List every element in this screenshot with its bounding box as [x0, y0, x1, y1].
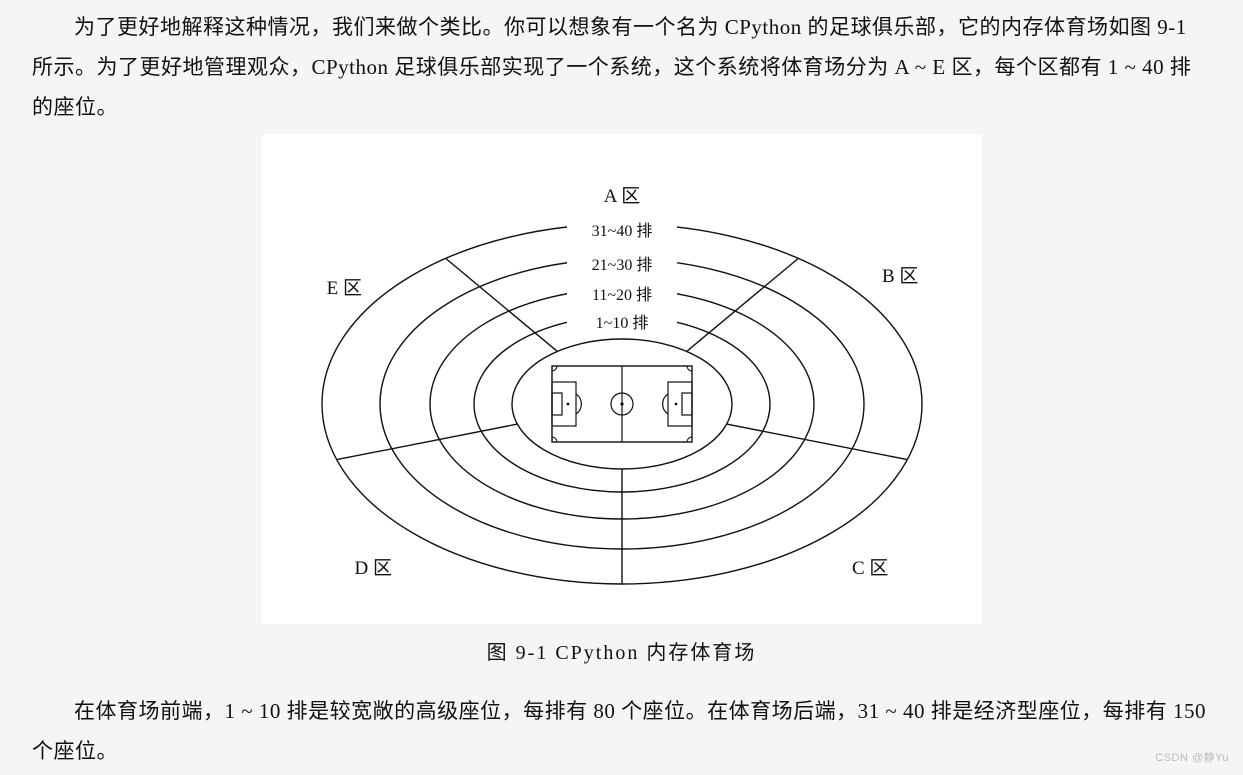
svg-text:21~30 排: 21~30 排 [591, 256, 652, 274]
svg-text:1~10 排: 1~10 排 [595, 314, 648, 332]
svg-text:C 区: C 区 [852, 558, 888, 579]
svg-text:B 区: B 区 [882, 266, 918, 287]
svg-text:E 区: E 区 [326, 278, 361, 299]
svg-text:11~20 排: 11~20 排 [591, 286, 651, 304]
watermark: CSDN @静Yu [1155, 748, 1229, 769]
figure-caption: 图 9-1 CPython 内存体育场 [487, 634, 757, 672]
svg-text:31~40 排: 31~40 排 [591, 222, 652, 240]
stadium-diagram: 31~40 排 21~30 排 11~20 排 1~10 排 A 区 B 区 C 区 D 区 E… [262, 134, 982, 624]
paragraph-seats: 在体育场前端，1 ~ 10 排是较宽敞的高级座位，每排有 80 个座位。在体育场… [32, 692, 1211, 772]
paragraph-intro: 为了更好地解释这种情况，我们来做个类比。你可以想象有一个名为 CPython 的… [32, 8, 1211, 128]
svg-text:A 区: A 区 [603, 186, 639, 207]
svg-text:D 区: D 区 [354, 558, 391, 579]
figure-container: 31~40 排 21~30 排 11~20 排 1~10 排 A 区 B 区 C 区 D 区 E… [32, 134, 1211, 672]
